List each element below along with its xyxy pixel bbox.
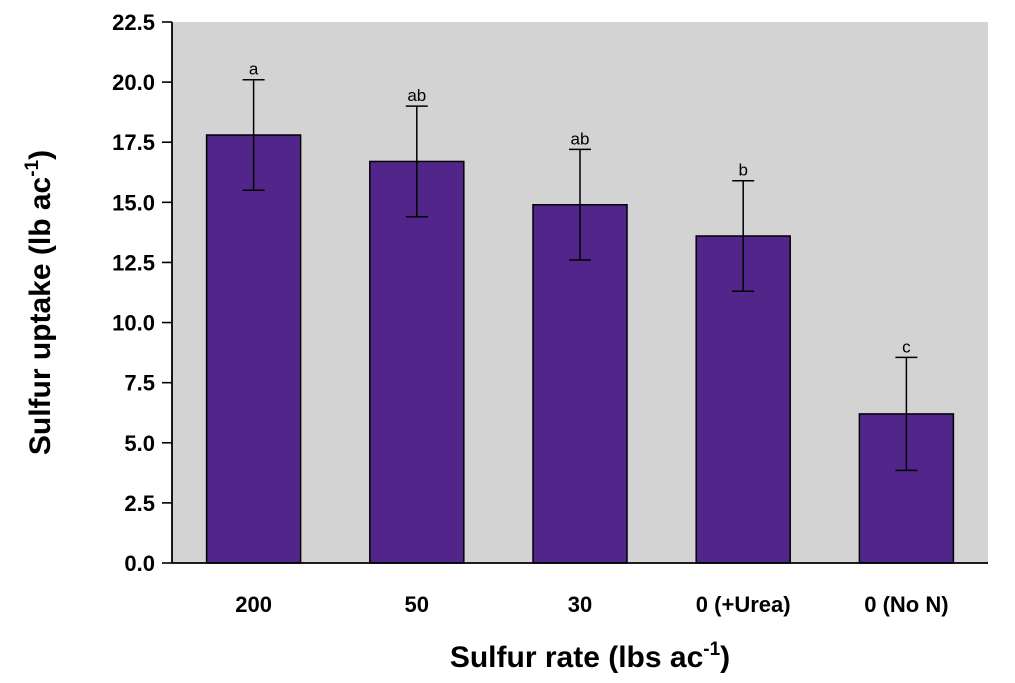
x-axis-title: Sulfur rate (lbs ac-1): [450, 639, 730, 674]
y-tick-label-2: 2.5: [124, 491, 155, 516]
bar-2: [369, 160, 465, 564]
y-tick-label-9: 20.0: [112, 70, 155, 95]
y-tick-label-6: 12.5: [112, 250, 155, 275]
x-tick-label-4: 0 (+Urea): [696, 592, 791, 617]
axes-layer: [162, 21, 988, 564]
y-tick-label-1: 0.0: [124, 551, 155, 576]
significance-letter-5: c: [902, 337, 911, 356]
y-tick-label-3: 5.0: [124, 431, 155, 456]
significance-letter-4: b: [738, 161, 747, 180]
x-tick-label-2: 50: [405, 592, 429, 617]
y-tick-label-4: 7.5: [124, 371, 155, 396]
y-tick-label-10: 22.5: [112, 10, 155, 35]
x-tick-label-5: 0 (No N): [864, 592, 948, 617]
y-axis-title: Sulfur uptake (lb ac-1): [22, 150, 57, 455]
significance-letter-3: ab: [571, 129, 590, 148]
error-bars-layer: [242, 78, 918, 472]
labels-layer: a 200 ab 50 ab 30 b 0 (+Urea) c 0 (No N) 0.0 2.5 5.0…: [112, 10, 948, 617]
significance-letter-2: ab: [407, 86, 426, 105]
y-tick-label-8: 17.5: [112, 130, 155, 155]
significance-letter-1: a: [249, 60, 259, 79]
bars-layer: [205, 134, 955, 564]
bar-1: [205, 134, 302, 564]
x-tick-label-1: 200: [235, 592, 272, 617]
y-tick-label-5: 10.0: [112, 311, 155, 336]
x-tick-label-3: 30: [568, 592, 592, 617]
bar-3: [532, 203, 628, 564]
y-tick-label-7: 15.0: [112, 190, 155, 215]
